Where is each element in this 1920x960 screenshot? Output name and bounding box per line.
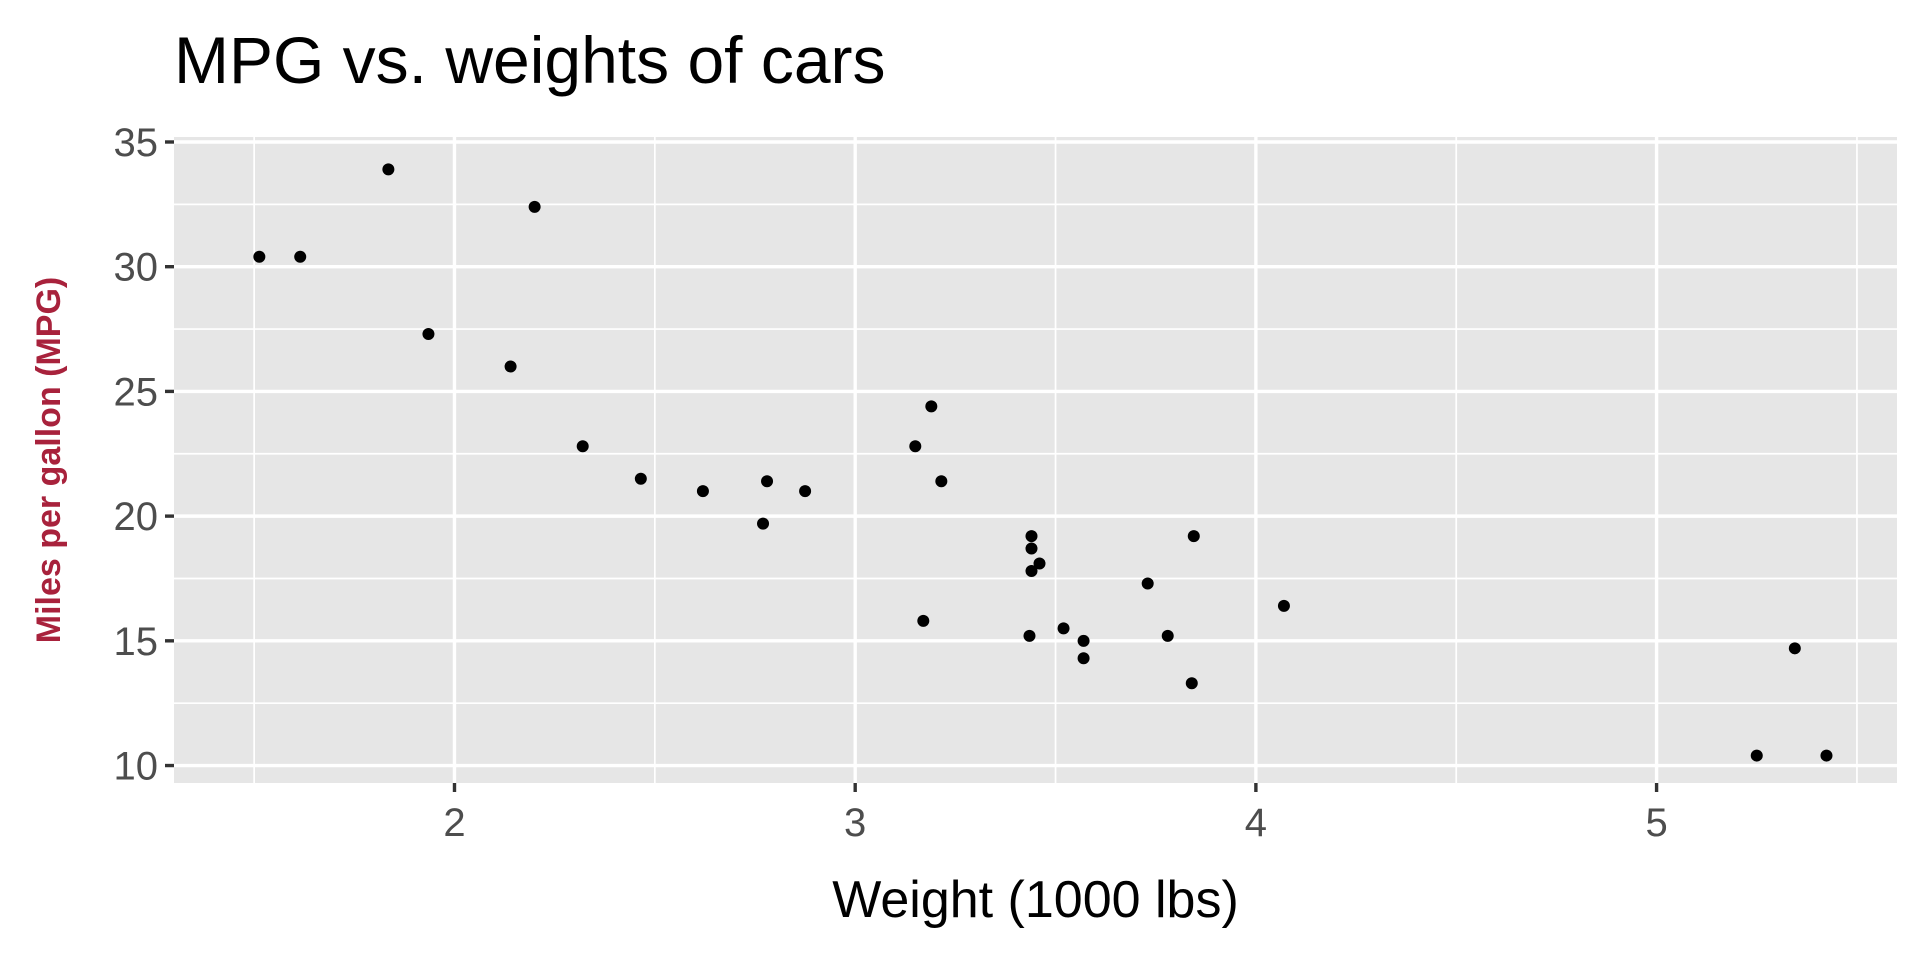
data-point: [1077, 652, 1090, 665]
major-gridlines: [174, 137, 1897, 783]
data-point: [1141, 577, 1154, 590]
data-points: [253, 163, 1833, 762]
plot-panel: [174, 137, 1897, 783]
x-tick-label: 2: [443, 801, 465, 845]
x-tick-label: 4: [1245, 801, 1267, 845]
data-point: [1025, 564, 1038, 577]
data-point: [1077, 634, 1090, 647]
data-point: [1187, 530, 1200, 543]
data-point: [294, 250, 307, 263]
data-point: [382, 163, 395, 176]
data-point: [1023, 629, 1036, 642]
y-tick-label: 25: [114, 370, 159, 414]
data-point: [757, 517, 770, 530]
data-point: [696, 485, 709, 498]
data-point: [1750, 749, 1763, 762]
data-point: [1161, 629, 1174, 642]
data-point: [1033, 557, 1046, 570]
y-tick-label: 30: [114, 246, 159, 290]
y-axis-title: Miles per gallon (MPG): [30, 277, 68, 643]
data-point: [1025, 542, 1038, 555]
data-point: [1185, 677, 1198, 690]
chart-title: MPG vs. weights of cars: [174, 23, 886, 97]
data-point: [576, 440, 589, 453]
data-point: [422, 328, 435, 341]
data-point: [253, 250, 266, 263]
data-point: [761, 475, 774, 488]
x-axis: 2 3 4 5: [443, 783, 1668, 845]
x-axis-title: Weight (1000 lbs): [832, 871, 1239, 929]
data-point: [935, 475, 948, 488]
y-tick-label: 35: [114, 121, 159, 165]
y-tick-label: 10: [114, 745, 159, 789]
y-tick-label: 20: [114, 495, 159, 539]
minor-gridlines: [174, 137, 1897, 783]
data-point: [504, 360, 517, 373]
x-tick-label: 5: [1645, 801, 1667, 845]
data-point: [925, 400, 938, 413]
data-point: [1277, 599, 1290, 612]
y-axis: 10 15 20 25 30 35: [114, 121, 174, 789]
data-point: [1820, 749, 1833, 762]
data-point: [909, 440, 922, 453]
data-point: [1788, 642, 1801, 655]
data-point: [1025, 530, 1038, 543]
data-point: [799, 485, 812, 498]
y-tick-label: 15: [114, 620, 159, 664]
data-point: [917, 614, 930, 627]
data-point: [1057, 622, 1070, 635]
x-tick-label: 3: [844, 801, 866, 845]
data-point: [634, 472, 647, 485]
data-point: [528, 200, 541, 213]
